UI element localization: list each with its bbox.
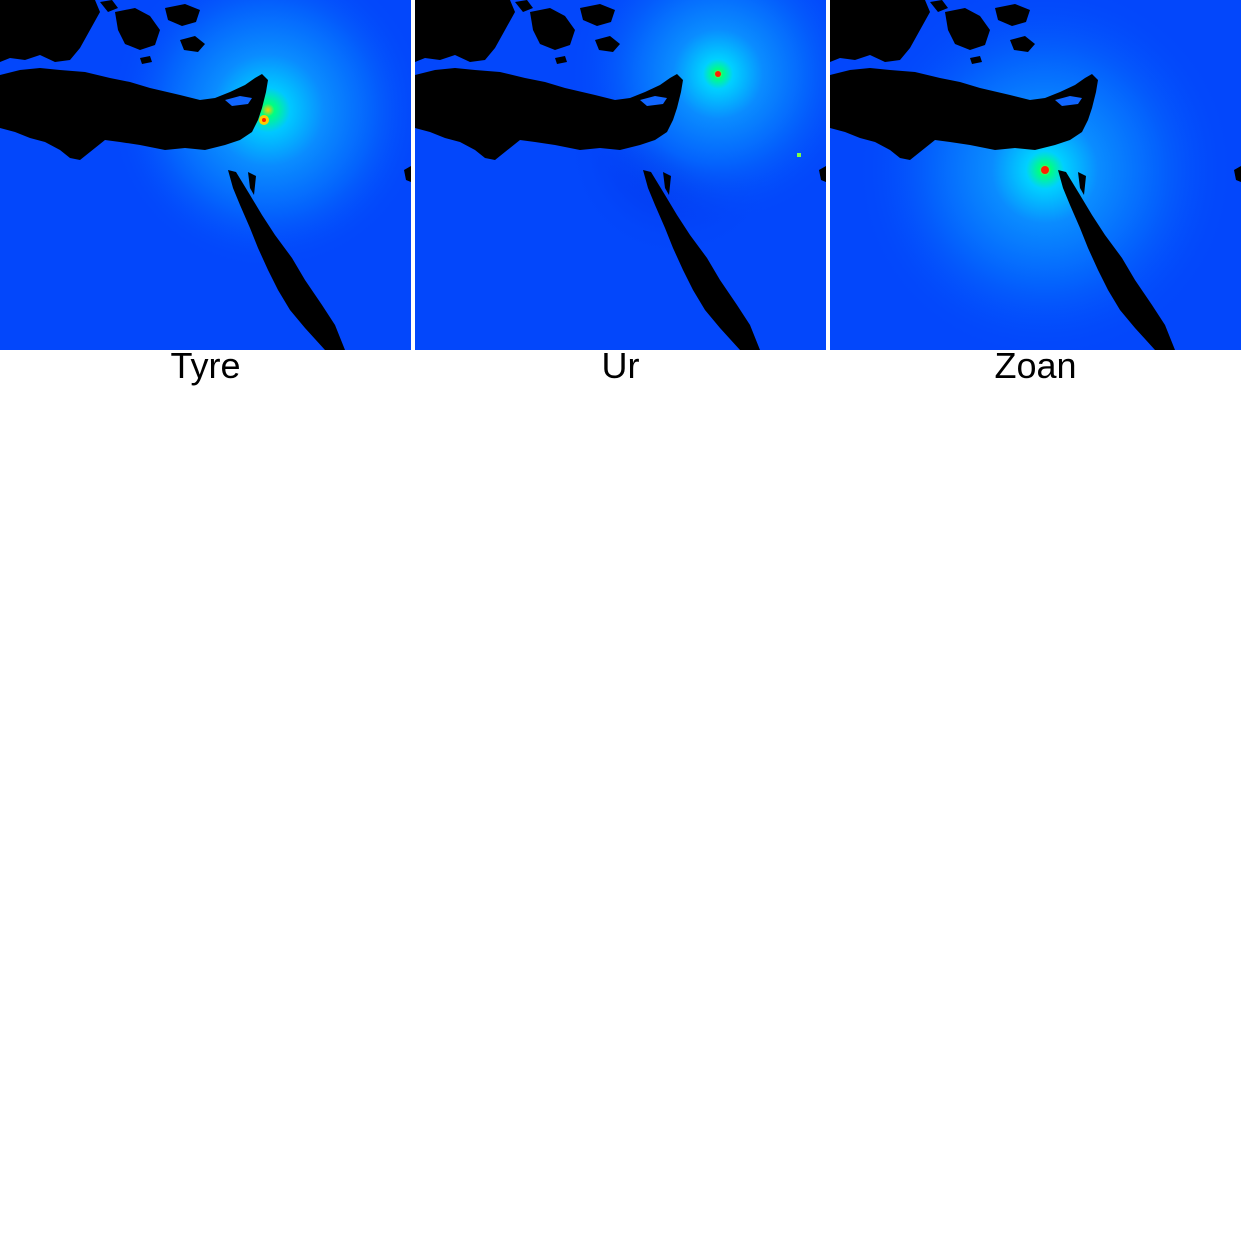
- panel-label-ur: Ur: [601, 345, 640, 386]
- hotspot-ur: [715, 71, 721, 77]
- map-panel-zoan: [830, 0, 1241, 350]
- map-panel-ur: [415, 0, 826, 350]
- map-panel-tyre: [0, 0, 411, 350]
- panel-label-tyre: Tyre: [170, 345, 241, 386]
- heatmap-ur: [415, 0, 826, 350]
- heatmap-zoan: [830, 0, 1241, 350]
- hotspot-zoan: [1041, 166, 1049, 174]
- panel-label-zoan: Zoan: [994, 345, 1077, 386]
- heatmap-tyre: [0, 0, 411, 350]
